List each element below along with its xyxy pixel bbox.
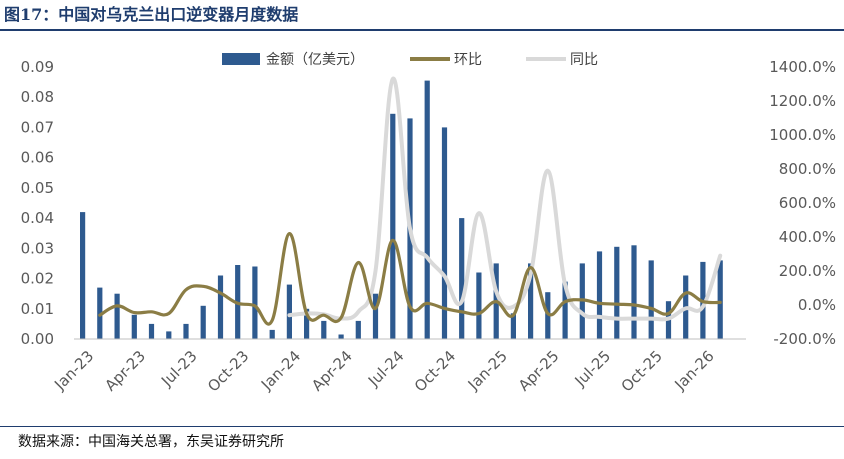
line-series <box>98 76 723 326</box>
bar-May-24 <box>355 320 361 339</box>
bar-Oct-24 <box>441 127 448 340</box>
bar-Jul-25 <box>596 251 603 339</box>
bar-Apr-24 <box>338 334 344 339</box>
bar-Jun-23 <box>166 331 172 339</box>
bar-Mar-25 <box>528 263 534 339</box>
y-left-tick-label: 0.06 <box>21 149 54 167</box>
line-环比-0 <box>98 231 722 326</box>
x-tick-label: Apr-24 <box>308 347 356 395</box>
x-tick-label: Jan-24 <box>257 347 304 394</box>
bar-Jul-23 <box>183 323 189 339</box>
y-right-tick-label: 800.0% <box>779 160 836 178</box>
bar-Mar-24 <box>321 320 327 339</box>
legend-label-2: 同比 <box>570 52 598 68</box>
x-tick-label: Jan-26 <box>671 347 718 394</box>
x-tick-label: Jan-23 <box>50 347 97 394</box>
legend-swatch-0 <box>222 53 260 65</box>
bar-May-23 <box>148 323 155 339</box>
bar-Aug-23 <box>200 305 206 339</box>
bar-Aug-25 <box>614 246 620 339</box>
bar-Feb-26 <box>717 260 723 339</box>
y-left-tick-label: 0.08 <box>21 88 54 106</box>
legend: 金额（亿美元） 环比 同比 <box>222 52 598 68</box>
line-同比-0 <box>287 76 723 322</box>
y-left-tick-label: 0.07 <box>21 118 54 136</box>
y-left-tick-label: 0.00 <box>21 330 54 348</box>
y-left-tick-label: 0.09 <box>21 58 54 76</box>
bar-Nov-23 <box>252 266 258 339</box>
y-left-tick-label: 0.05 <box>21 179 54 197</box>
chart: 金额（亿美元） 环比 同比 0.00 0.01 0.02 0.03 0.04 0.05 0.06… <box>21 52 836 395</box>
bar-Dec-23 <box>269 329 275 339</box>
x-tick-label: Oct-23 <box>204 347 252 395</box>
x-tick-label: Jul-24 <box>364 347 408 391</box>
bar-Feb-25 <box>510 313 516 339</box>
x-tick-label: Apr-25 <box>515 347 563 395</box>
y-right-tick-label: 600.0% <box>779 194 836 212</box>
bar-Nov-24 <box>459 218 465 339</box>
source-rule <box>0 426 844 427</box>
bar-Feb-23 <box>97 287 103 339</box>
bar-Sep-23 <box>217 275 224 339</box>
x-tick-label: Oct-24 <box>411 347 459 395</box>
x-tick-label: Jan-25 <box>464 347 511 394</box>
bar-Apr-23 <box>131 314 137 339</box>
y-right-tick-label: 1000.0% <box>769 126 836 144</box>
axes: 0.00 0.01 0.02 0.03 0.04 0.05 0.06 0.07 0.08 0.09… <box>21 58 836 395</box>
y-right-tick-label: 1200.0% <box>769 92 836 110</box>
legend-label-0: 金额（亿美元） <box>266 52 364 68</box>
y-right-tick-label: 400.0% <box>779 228 836 246</box>
y-right-tick-label: 1400.0% <box>769 58 836 76</box>
bar-Dec-24 <box>476 272 482 339</box>
bar-May-25 <box>562 281 568 339</box>
bar-Sep-24 <box>424 80 430 339</box>
x-tick-label: Oct-25 <box>618 347 666 395</box>
y-left-tick-label: 0.03 <box>21 239 54 257</box>
bar-Jan-23 <box>80 212 86 339</box>
y-left-tick-label: 0.01 <box>21 300 54 318</box>
bar-Apr-25 <box>545 292 551 339</box>
bar-Jun-24 <box>372 293 379 339</box>
bar-Jan-24 <box>286 284 292 339</box>
y-right-tick-label: 200.0% <box>779 262 836 280</box>
title-rule <box>0 29 844 31</box>
bar-Jul-24 <box>390 113 396 339</box>
bar-Mar-23 <box>114 293 120 339</box>
x-tick-label: Apr-23 <box>101 347 149 395</box>
y-left-tick-label: 0.04 <box>21 209 54 227</box>
y-right-tick-label: 0.0% <box>798 296 836 314</box>
y-left-tick-label: 0.02 <box>21 270 54 288</box>
figure-title: 图17：中国对乌克兰出口逆变器月度数据 <box>4 5 299 24</box>
legend-label-1: 环比 <box>454 52 482 68</box>
bar-Oct-25 <box>648 260 654 339</box>
x-tick-label: Jul-25 <box>571 347 615 391</box>
x-tick-label: Jul-23 <box>157 347 201 391</box>
bar-Feb-24 <box>304 308 310 339</box>
y-right-tick-label: -200.0% <box>773 330 836 348</box>
bar-Sep-25 <box>631 245 637 339</box>
source-note: 数据来源：中国海关总署，东吴证券研究所 <box>18 434 284 450</box>
